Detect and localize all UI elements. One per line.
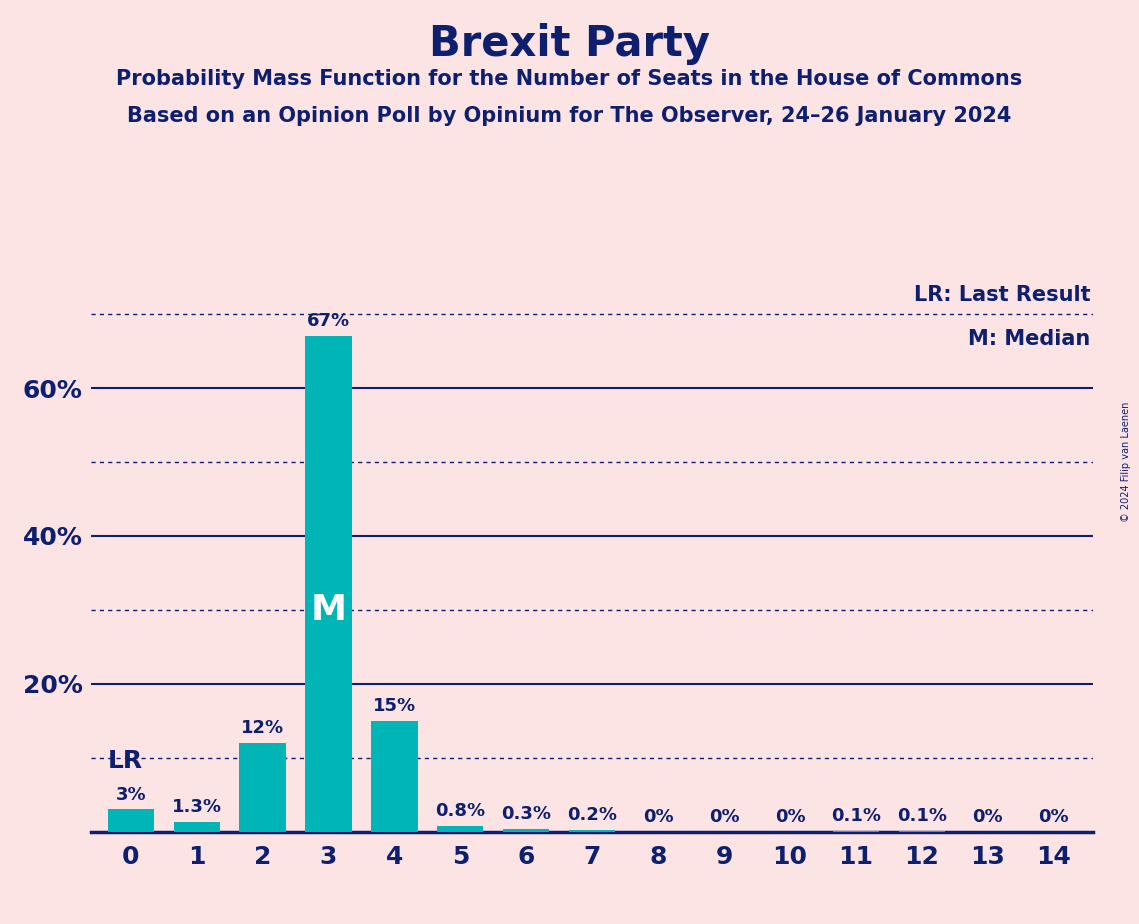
Bar (107, 809, 154, 832)
Text: © 2024 Filip van Laenen: © 2024 Filip van Laenen (1121, 402, 1131, 522)
Text: Based on an Opinion Poll by Opinium for The Observer, 24–26 January 2024: Based on an Opinion Poll by Opinium for … (128, 106, 1011, 127)
Text: 0.8%: 0.8% (435, 802, 485, 820)
Text: 67%: 67% (306, 312, 350, 331)
Text: 12%: 12% (241, 719, 284, 737)
Text: Brexit Party: Brexit Party (429, 23, 710, 65)
Text: M: M (311, 593, 346, 626)
Text: M: Median: M: Median (968, 329, 1090, 349)
Text: Probability Mass Function for the Number of Seats in the House of Commons: Probability Mass Function for the Number… (116, 69, 1023, 90)
Text: 0.1%: 0.1% (831, 807, 882, 825)
Text: 0%: 0% (973, 808, 1003, 826)
Text: LR: LR (107, 749, 142, 773)
Bar (173, 822, 220, 832)
Text: 1.3%: 1.3% (172, 798, 222, 816)
Text: 0.3%: 0.3% (501, 806, 551, 823)
Text: 0.1%: 0.1% (898, 807, 947, 825)
Text: 0%: 0% (642, 808, 673, 826)
Text: 15%: 15% (372, 697, 416, 715)
Text: 0.2%: 0.2% (567, 807, 617, 824)
Text: 0%: 0% (708, 808, 739, 826)
Bar (239, 743, 286, 832)
Bar (371, 721, 418, 832)
Text: 0%: 0% (1039, 808, 1070, 826)
Bar (570, 830, 615, 832)
Bar (305, 336, 352, 832)
Bar (437, 826, 483, 832)
Bar (503, 830, 549, 832)
Text: 0%: 0% (775, 808, 805, 826)
Text: LR: Last Result: LR: Last Result (913, 285, 1090, 305)
Text: 3%: 3% (115, 785, 146, 804)
